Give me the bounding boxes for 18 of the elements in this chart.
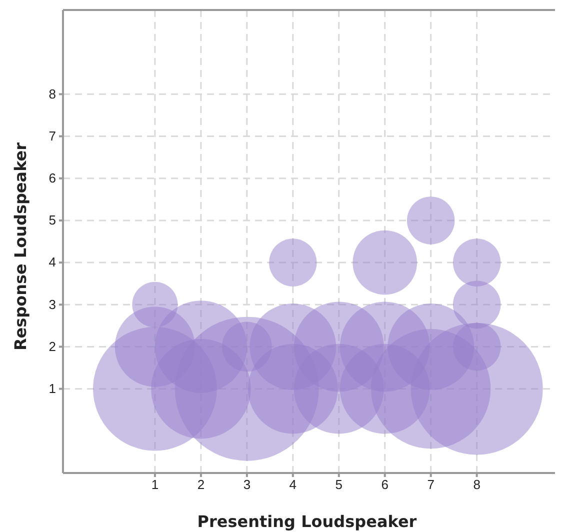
x-tick-label: 2: [197, 477, 205, 492]
x-tick-label: 3: [243, 477, 251, 492]
y-tick-label: 5: [48, 212, 56, 228]
y-tick-label: 3: [48, 296, 56, 312]
x-tick-label: 6: [381, 477, 388, 492]
x-tick-label: 7: [427, 477, 434, 492]
y-axis-title: Response Loudspeaker: [11, 142, 30, 351]
y-tick-label: 7: [48, 128, 56, 144]
x-tick-label: 1: [151, 477, 159, 492]
x-tick-label: 8: [473, 477, 480, 492]
y-tick-label: 2: [48, 338, 56, 354]
y-tick-label: 4: [48, 254, 56, 270]
y-tick-label: 1: [48, 380, 56, 396]
y-tick-label: 8: [48, 86, 56, 102]
x-tick-label: 5: [335, 477, 343, 492]
x-tick-label: 4: [289, 477, 297, 492]
x-axis-title: Presenting Loudspeaker: [197, 512, 417, 531]
y-tick-label: 6: [48, 170, 56, 186]
